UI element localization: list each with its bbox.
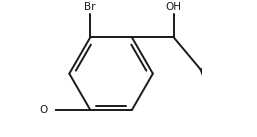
Text: O: O xyxy=(40,105,48,115)
Text: OH: OH xyxy=(166,2,182,12)
Text: Br: Br xyxy=(85,2,96,12)
